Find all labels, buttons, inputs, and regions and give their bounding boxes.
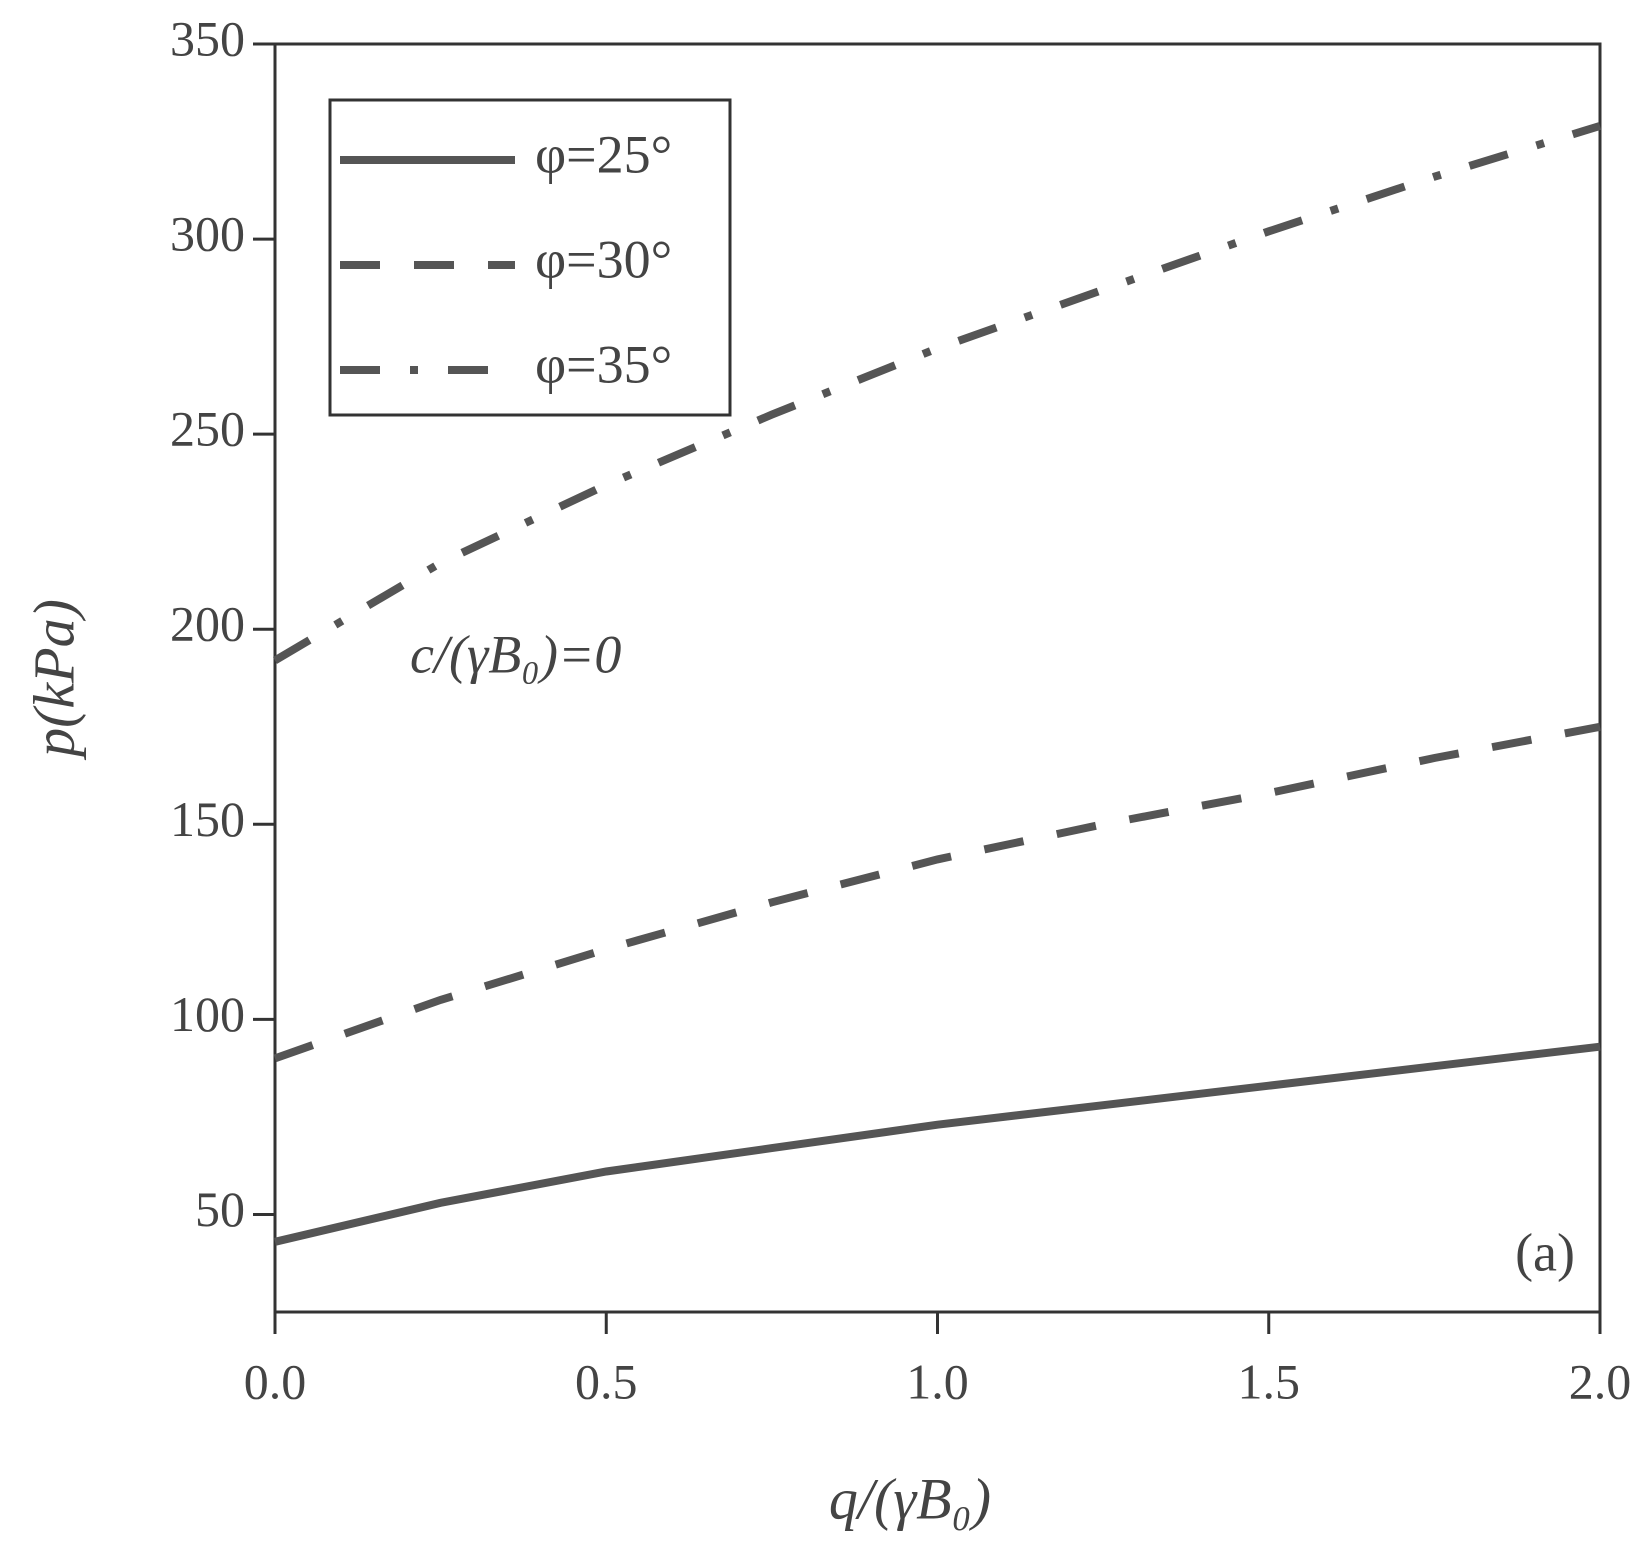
x-tick-label: 2.0 [1569,1353,1632,1409]
legend-box [328,98,732,417]
x-tick-label: 1.5 [1238,1353,1301,1409]
line-series [273,722,1601,1063]
y-tick-label: 300 [170,206,245,262]
annotation: c/(γB₀)=0 [410,624,621,684]
y-tick-label: 150 [170,791,245,847]
x-tick-label: 0.5 [575,1353,638,1409]
y-tick-label: 50 [195,1181,245,1237]
x-axis-title: q/(γB₀) [829,1466,991,1531]
line-series [272,122,1602,664]
x-tick-label: 1.0 [906,1353,969,1409]
y-tick-label: 100 [170,986,245,1042]
x-tick-label: 0.0 [244,1353,307,1409]
legend-label: φ=35° [535,334,672,394]
y-tick-label: 350 [170,10,245,66]
y-tick-label: 250 [170,401,245,457]
legend-label: φ=30° [535,229,672,289]
y-axis-title: p(kPa) [21,599,86,761]
line-series [274,1042,1601,1246]
panel-label: (a) [1515,1222,1575,1282]
legend-label: φ=25° [535,124,672,184]
y-tick-label: 200 [170,596,245,652]
